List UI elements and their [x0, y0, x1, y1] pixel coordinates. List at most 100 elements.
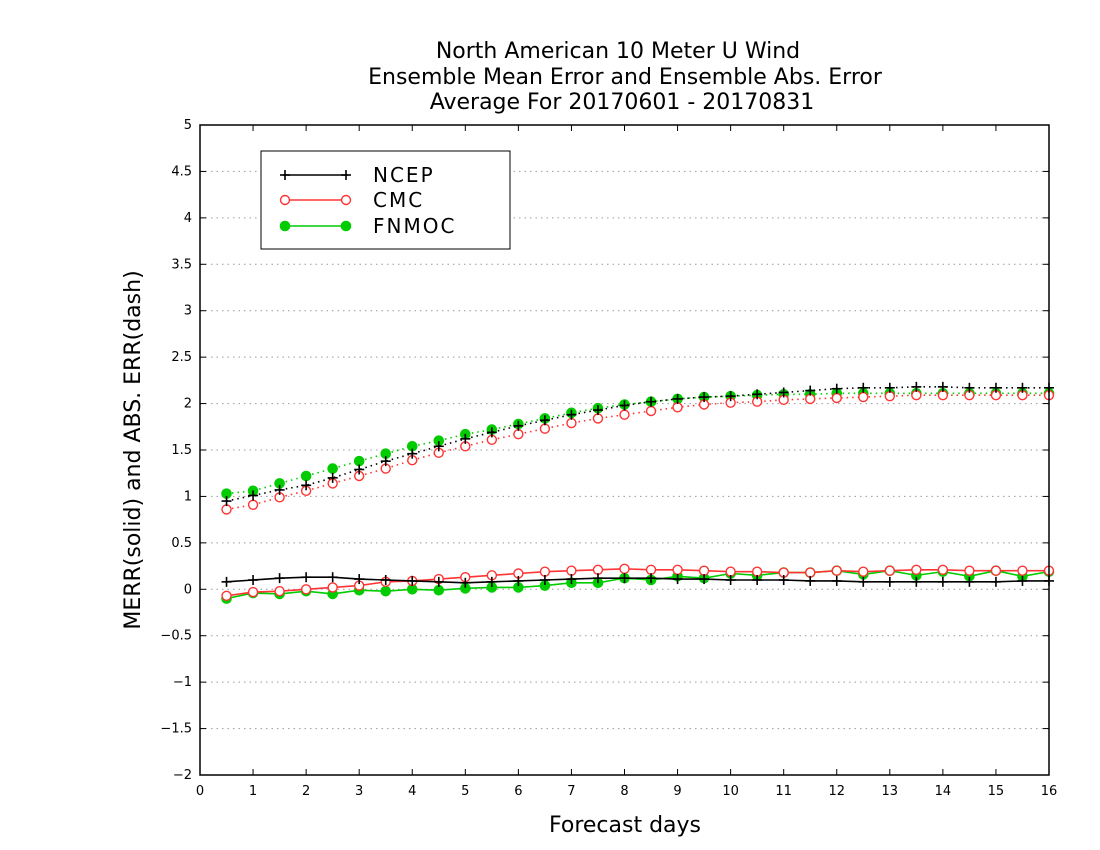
point-merr-ncep	[301, 572, 312, 583]
point-merr-ncep	[539, 575, 550, 585]
point-abserr-cmc	[937, 390, 949, 401]
y-axis-label: MERR(solid) and ABS. ERR(dash)	[121, 270, 146, 629]
point-abserr-ncep	[274, 484, 285, 495]
y-tick-label: 4	[184, 211, 192, 226]
x-tick-label: 11	[775, 784, 792, 799]
y-tick-label: 0	[184, 582, 192, 597]
legend-marker-end-fnmoc	[340, 220, 352, 232]
point-merr-cmc	[274, 585, 285, 597]
legend-label-fnmoc: FNMOC	[373, 214, 456, 238]
y-tick-label: 4.5	[171, 164, 192, 179]
point-merr-ncep	[248, 575, 259, 585]
point-abserr-ncep	[221, 496, 232, 507]
point-merr-cmc	[619, 563, 630, 575]
point-abserr-cmc	[858, 391, 869, 403]
point-merr-ncep	[380, 575, 391, 585]
x-tick-label: 9	[673, 784, 681, 799]
point-merr-ncep	[646, 573, 657, 584]
point-merr-ncep	[752, 575, 763, 585]
point-abserr-ncep	[964, 382, 975, 393]
point-merr-cmc	[911, 564, 922, 575]
y-tick-label: −1.5	[160, 722, 192, 737]
point-abserr-cmc	[247, 499, 259, 510]
legend-marker-end-ncep	[341, 170, 351, 180]
point-abserr-ncep	[752, 389, 763, 400]
point-merr-ncep	[513, 575, 524, 586]
chart-title-line-1: North American 10 Meter U Wind	[436, 39, 800, 64]
x-tick-label: 16	[1041, 784, 1058, 799]
grid-lines	[200, 170, 1049, 730]
point-merr-cmc	[247, 586, 259, 598]
point-abserr-ncep	[486, 427, 497, 438]
point-abserr-cmc	[619, 409, 630, 420]
point-merr-ncep	[725, 575, 736, 585]
chart-title: North American 10 Meter U Wind Ensemble …	[368, 39, 883, 115]
legend-marker-start-cmc	[279, 194, 291, 206]
point-abserr-cmc	[672, 402, 683, 413]
point-abserr-ncep	[831, 383, 842, 394]
point-abserr-ncep	[725, 391, 736, 402]
point-merr-cmc	[698, 565, 710, 576]
point-merr-ncep	[460, 577, 471, 588]
x-axis-label: Forecast days	[549, 813, 701, 838]
point-merr-ncep	[407, 575, 418, 586]
point-abserr-ncep	[539, 415, 550, 426]
x-tick-label: 0	[196, 784, 204, 799]
series-line-abserr-cmc	[226, 394, 1049, 511]
legend-item-cmc: CMC	[279, 188, 422, 212]
x-tick-label: 6	[514, 784, 522, 799]
x-tick-label: 10	[722, 784, 739, 799]
point-merr-ncep	[486, 576, 497, 587]
point-abserr-ncep	[619, 400, 630, 411]
point-merr-cmc	[221, 590, 232, 601]
point-abserr-ncep	[354, 464, 365, 475]
legend-marker-start-ncep	[280, 170, 290, 180]
y-tick-label: −0.5	[160, 629, 192, 644]
point-abserr-ncep	[805, 385, 816, 396]
point-merr-cmc	[725, 566, 736, 577]
point-merr-ncep	[699, 574, 710, 585]
point-merr-ncep	[964, 576, 975, 587]
series-cmc	[221, 390, 1055, 601]
y-tick-label: 1.5	[171, 443, 192, 458]
point-abserr-cmc	[221, 504, 232, 515]
point-merr-cmc	[751, 566, 763, 577]
point-merr-cmc	[884, 565, 896, 576]
point-abserr-ncep	[1017, 382, 1028, 393]
point-abserr-ncep	[699, 392, 710, 403]
point-merr-ncep	[911, 576, 922, 587]
y-tick-label: −1	[173, 675, 192, 690]
point-merr-cmc	[327, 582, 338, 593]
point-merr-ncep	[327, 572, 338, 583]
point-abserr-ncep	[566, 409, 577, 420]
point-merr-ncep	[884, 576, 895, 587]
point-abserr-cmc	[592, 413, 604, 424]
point-abserr-ncep	[380, 456, 391, 467]
point-abserr-cmc	[566, 417, 577, 429]
point-merr-cmc	[858, 566, 869, 577]
point-merr-ncep	[672, 574, 683, 585]
chart-title-line-3: Average For 20170601 - 20170831	[430, 90, 815, 115]
point-abserr-ncep	[937, 381, 948, 392]
point-abserr-ncep	[407, 448, 418, 459]
point-merr-ncep	[831, 575, 842, 586]
point-merr-cmc	[990, 565, 1002, 576]
x-tick-labels: 0 1 2 3 4 5 6 7 8 9 10 11 12 13 14 15 16	[196, 784, 1057, 799]
x-tick-label: 13	[882, 784, 899, 799]
legend-marker-end-cmc	[340, 194, 352, 206]
y-tick-label: 2	[184, 397, 192, 412]
x-tick-label: 5	[461, 784, 469, 799]
point-abserr-cmc	[831, 392, 842, 404]
y-tick-label: 0.5	[171, 536, 192, 551]
point-abserr-ncep	[884, 382, 895, 393]
point-merr-cmc	[1017, 565, 1028, 576]
point-abserr-fnmoc	[300, 470, 312, 482]
series-fnmoc	[221, 388, 1055, 604]
point-abserr-ncep	[646, 396, 657, 407]
point-merr-cmc	[831, 565, 842, 576]
y-tick-label: 3	[184, 304, 192, 319]
legend-item-ncep: NCEP	[280, 163, 433, 187]
y-tick-label: −2	[173, 768, 192, 783]
series-line-merr-ncep	[226, 576, 1049, 584]
